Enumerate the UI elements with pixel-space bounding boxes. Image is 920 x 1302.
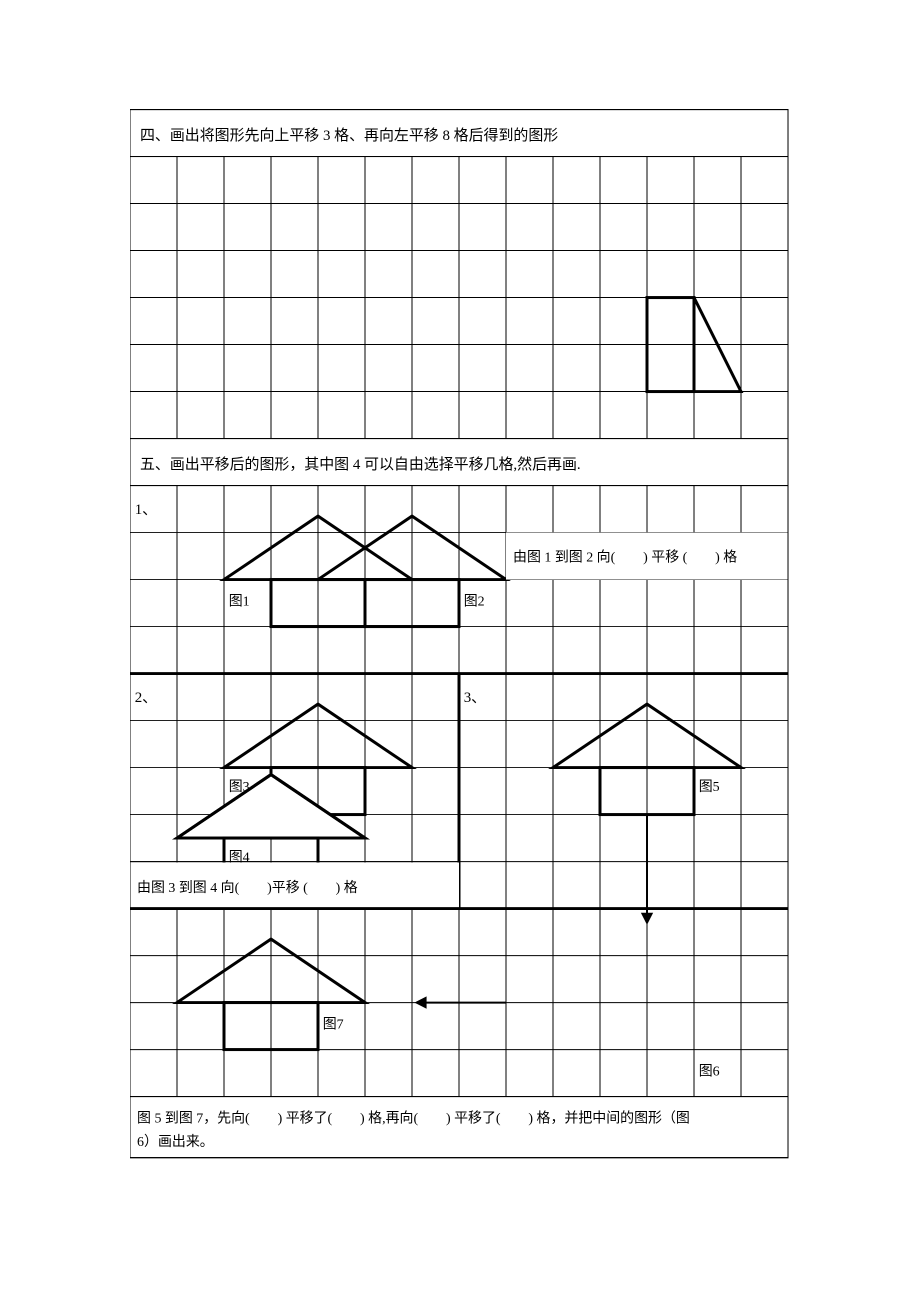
- shape: [417, 998, 426, 1007]
- q2-question: 由图 3 到图 4 向( )平移 ( ) 格: [137, 880, 358, 896]
- q2-number: 2、: [135, 690, 157, 706]
- label-tu2: 图2: [464, 594, 485, 609]
- label-tu7: 图7: [323, 1017, 344, 1032]
- shape: [177, 775, 365, 838]
- box: [130, 1097, 788, 1158]
- worksheet-grid: 四、画出将图形先向上平移 3 格、再向左平移 8 格后得到的图形五、画出平移后的…: [130, 108, 790, 1161]
- section5-title: 五、画出平移后的图形，其中图 4 可以自由选择平移几格,然后再画.: [140, 456, 581, 473]
- q1-question: 由图 1 到图 2 向( ) 平移 ( ) 格: [513, 550, 737, 566]
- q1-number: 1、: [135, 502, 157, 518]
- section4-title: 四、画出将图形先向上平移 3 格、再向左平移 8 格后得到的图形: [140, 127, 558, 144]
- label-tu1: 图1: [229, 594, 250, 609]
- label-tu6: 图6: [699, 1064, 720, 1079]
- q3-question-line2: 6）画出来。: [137, 1134, 214, 1150]
- label-tu5: 图5: [699, 780, 720, 795]
- q3-number: 3、: [464, 690, 486, 706]
- page: 四、画出将图形先向上平移 3 格、再向左平移 8 格后得到的图形五、画出平移后的…: [0, 0, 920, 1302]
- q3-question-line1: 图 5 到图 7，先向( ) 平移了( ) 格,再向( ) 平移了( ) 格，并…: [137, 1110, 690, 1126]
